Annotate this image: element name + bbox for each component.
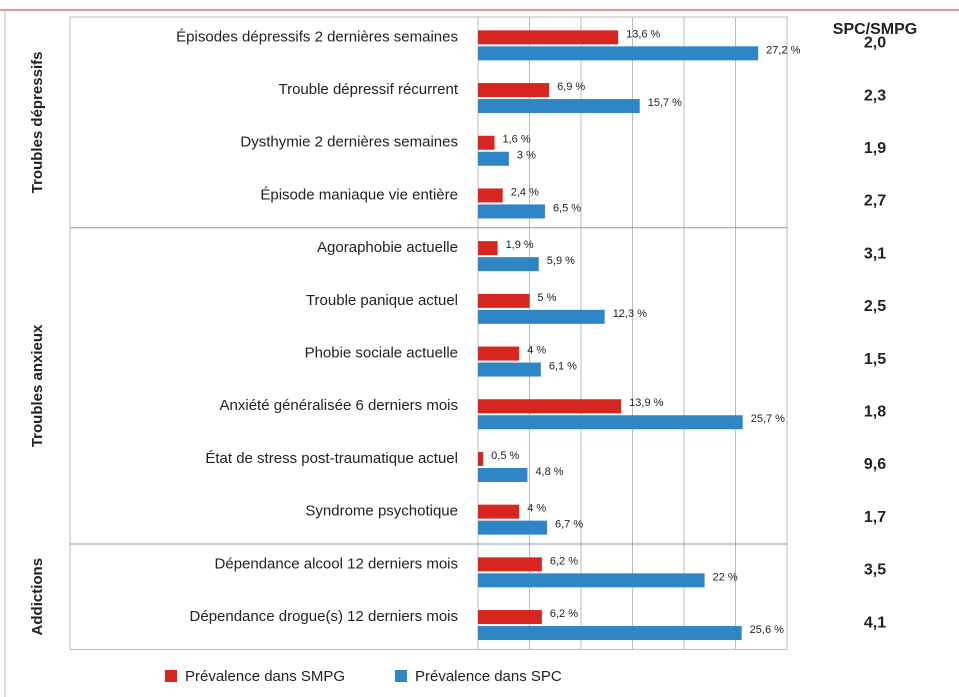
value-label: 2,4 %	[511, 186, 539, 198]
value-label: 22 %	[713, 571, 738, 583]
group-label: Addictions	[29, 558, 46, 636]
ratio-label: 1,9	[864, 140, 886, 157]
ratio-label: 4,1	[864, 614, 886, 631]
bar	[478, 573, 705, 588]
bar	[478, 557, 542, 572]
bar	[478, 362, 541, 377]
bar	[478, 293, 530, 308]
ratio-label: 1,5	[864, 351, 886, 368]
ratio-label: 2,0	[864, 35, 886, 52]
legend-swatch	[395, 670, 407, 682]
group-label: Troubles anxieux	[29, 324, 46, 447]
bar	[478, 467, 528, 482]
legend-label: Prévalence dans SMPG	[185, 668, 345, 685]
legend-swatch	[165, 670, 177, 682]
category-label: Anxiété généralisée 6 derniers mois	[220, 397, 458, 414]
bar	[478, 451, 484, 466]
ratio-label: 3,1	[864, 245, 886, 262]
ratio-label: 1,8	[864, 403, 886, 420]
ratio-label: 1,7	[864, 509, 886, 526]
bar	[478, 46, 759, 61]
bar	[478, 415, 743, 430]
bar	[478, 135, 495, 150]
category-label: Agoraphobie actuelle	[317, 239, 458, 256]
category-label: Épisode maniaque vie entière	[260, 186, 458, 203]
value-label: 6,1 %	[549, 360, 577, 372]
value-label: 3 %	[517, 150, 536, 162]
value-label: 4 %	[527, 503, 546, 515]
bar	[478, 309, 605, 324]
value-label: 15,7 %	[648, 97, 682, 109]
value-label: 5,9 %	[547, 255, 575, 267]
category-label: Trouble panique actuel	[306, 292, 458, 309]
ratio-header: SPC/SMPG	[833, 21, 917, 38]
value-label: 4 %	[527, 344, 546, 356]
bar	[478, 30, 619, 45]
bar	[478, 99, 640, 114]
value-label: 4,8 %	[535, 466, 563, 478]
ratio-label: 2,3	[864, 87, 886, 104]
value-label: 12,3 %	[613, 308, 647, 320]
bar	[478, 626, 742, 641]
ratio-label: 2,5	[864, 298, 886, 315]
legend-label: Prévalence dans SPC	[415, 668, 562, 685]
bar	[478, 257, 539, 272]
category-label: Dépendance alcool 12 derniers mois	[215, 555, 458, 572]
category-label: Épisodes dépressifs 2 dernières semaines	[176, 28, 458, 45]
value-label: 25,7 %	[751, 413, 785, 425]
value-label: 6,2 %	[550, 555, 578, 567]
category-label: Phobie sociale actuelle	[305, 345, 458, 362]
value-label: 0,5 %	[491, 450, 519, 462]
value-label: 5 %	[538, 292, 557, 304]
bar	[478, 241, 498, 256]
category-label: Dépendance drogue(s) 12 derniers mois	[190, 608, 458, 625]
bar	[478, 83, 550, 98]
bar	[478, 346, 520, 361]
ratio-label: 2,7	[864, 193, 886, 210]
value-label: 6,9 %	[557, 81, 585, 93]
group-label: Troubles dépressifs	[29, 52, 46, 194]
bar	[478, 188, 503, 203]
value-label: 13,6 %	[626, 28, 660, 40]
category-label: Dysthymie 2 dernières semaines	[240, 134, 458, 151]
bar	[478, 151, 509, 166]
value-label: 27,2 %	[766, 44, 800, 56]
category-label: Syndrome psychotique	[305, 503, 458, 520]
category-label: Trouble dépressif récurrent	[278, 81, 458, 98]
value-label: 1,6 %	[502, 134, 530, 146]
value-label: 6,2 %	[550, 608, 578, 620]
bar	[478, 520, 548, 535]
value-label: 1,9 %	[506, 239, 534, 251]
ratio-label: 3,5	[864, 562, 886, 579]
category-label: État de stress post-traumatique actuel	[205, 450, 458, 467]
value-label: 25,6 %	[750, 624, 784, 636]
value-label: 6,7 %	[555, 519, 583, 531]
bar	[478, 610, 542, 625]
value-label: 13,9 %	[629, 397, 663, 409]
bar	[478, 204, 545, 219]
ratio-label: 9,6	[864, 456, 886, 473]
bar	[478, 399, 622, 414]
bar	[478, 504, 520, 519]
value-label: 6,5 %	[553, 202, 581, 214]
